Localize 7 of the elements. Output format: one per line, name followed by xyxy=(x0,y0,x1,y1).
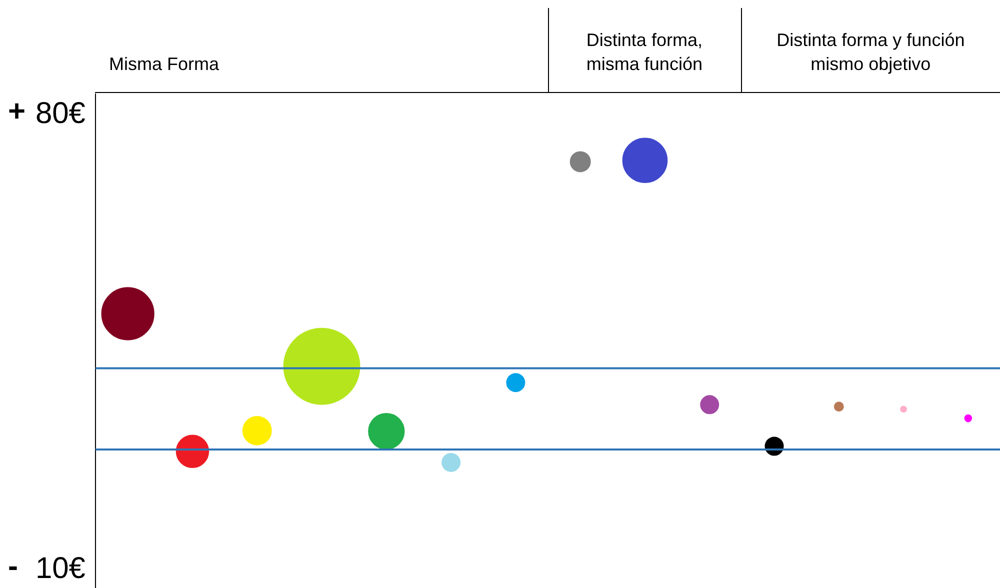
y-tick-label: 80€ xyxy=(35,97,86,130)
y-tick-label: 10€ xyxy=(35,552,86,585)
text: + xyxy=(8,95,26,130)
text: Distinta forma, misma función xyxy=(585,29,704,76)
text: - xyxy=(8,550,18,584)
text: Distinta forma y función mismo objetivo xyxy=(776,29,966,76)
text: Misma Forma xyxy=(108,53,220,76)
